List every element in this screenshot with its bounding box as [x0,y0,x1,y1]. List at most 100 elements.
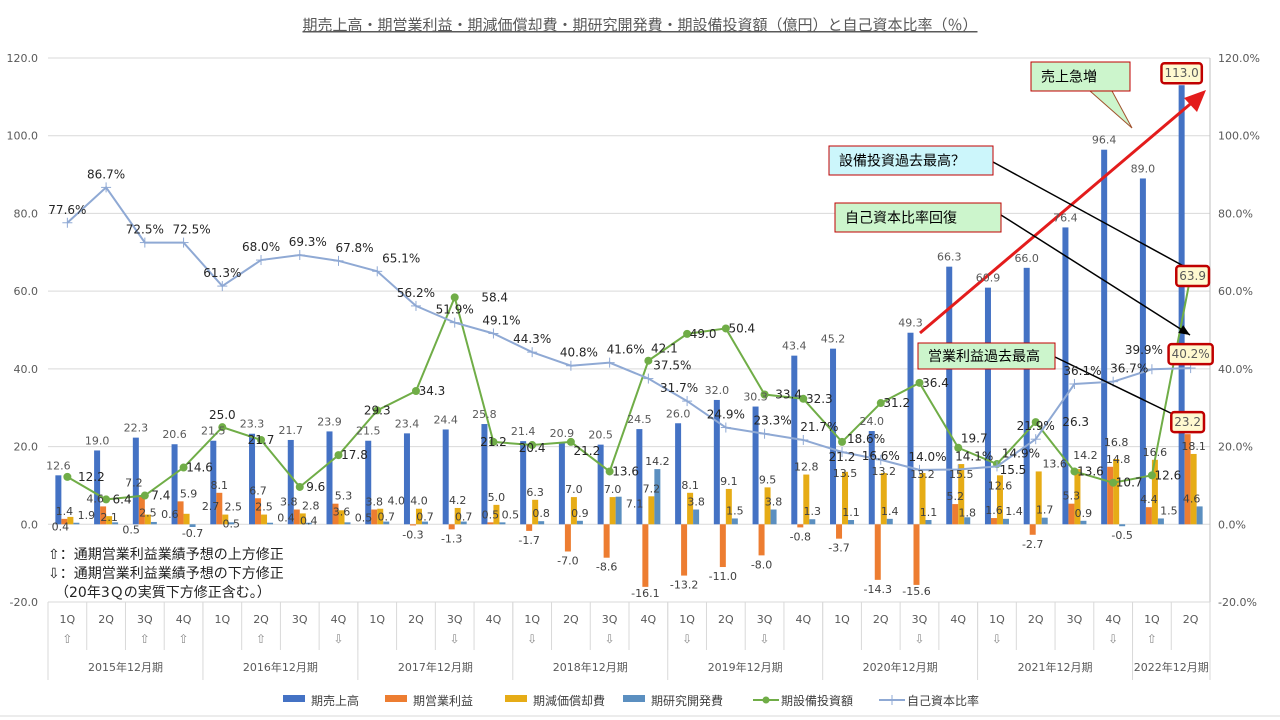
bar-label-op-profit: 7.2 [125,476,143,489]
category-label: 4Q [331,613,347,626]
line-label-equity-ratio: 16.6% [862,449,900,463]
left-axis-tick: 20.0 [14,441,39,454]
line-label-capex: 33.4 [775,388,802,402]
line-marker-point [799,394,808,403]
line-marker-point [683,329,692,338]
plot-labels: 113.0 63.9 40.2% 23.2 12.6 19.0 22.3 20.6 21.5 23… [46,61,1214,600]
line-marker-point [605,467,614,476]
bar-label-depreciation: 5.0 [488,491,506,504]
bar-label-sales: 66.0 [1014,252,1039,265]
bar-1 [177,501,184,525]
right-axis-tick: 60.0% [1218,285,1253,298]
bar-1 [487,522,494,525]
legend-label: 期設備投資額 [781,693,853,708]
bar-0 [868,431,875,525]
line-marker-point [257,435,266,444]
highlight-label: 113.0 [1164,66,1198,80]
bar-label-rnd: 1.1 [920,506,938,519]
bar-1 [874,524,881,580]
bar-label-op-profit: -1.3 [441,532,462,545]
bar-label-depreciation: 4.0 [410,495,428,508]
bar-label-sales: 24.5 [627,413,652,426]
group-label: 2018年12月期 [553,660,628,674]
bar-label-rnd: 1.4 [1005,505,1023,518]
line-line-plus [66,185,1191,471]
bar-1 [255,498,262,525]
line-label-capex: 20.4 [519,441,546,455]
bar-label-depreciation: 13.2 [872,465,897,478]
bar-1 [564,524,571,552]
line-marker-point [1070,467,1079,476]
group-label: 2017年12月期 [398,660,473,674]
line-label-equity-ratio: 36.7% [1110,362,1148,376]
bar-1 [797,524,804,528]
category-label: 3Q [912,613,928,626]
line-label-equity-ratio: 67.8% [335,241,373,255]
bar-label-sales: 32.0 [705,384,730,397]
bar-2 [958,464,965,525]
bar-label-op-profit: -1.7 [518,534,539,547]
bar-label-sales: 23.4 [395,417,420,430]
category-label: 3Q [292,613,308,626]
bar-3 [150,521,157,525]
bar-label-depreciation: 15.5 [949,468,974,481]
revision-mark-down-icon: ⇩ [1108,632,1118,646]
bar-2 [377,508,384,525]
bar-label-depreciation: 2.5 [255,501,273,514]
bar-0 [675,423,682,525]
bar-label-op-profit: 5.3 [335,490,353,503]
bar-1 [681,524,688,576]
line-marker-point [1109,478,1118,487]
bar-label-rnd: 0.4 [300,515,318,528]
bar-2 [1035,471,1042,525]
bar-0 [520,441,527,525]
callout-equity-recovery [834,202,1002,233]
bar-3 [615,496,622,525]
category-label: 1Q [369,613,385,626]
bar-label-op-profit: 1.6 [985,504,1003,517]
line-marker-point [179,463,188,472]
bar-label-rnd: 0.6 [161,508,179,521]
line-marker-point [644,356,653,365]
bar-label-sales: 21.5 [201,425,226,438]
bar-label-op-profit: -8.6 [596,561,617,574]
bar-3 [383,521,390,525]
bar-3 [267,522,274,525]
line-marker-point [295,482,304,491]
line-marker-point [63,472,72,481]
bar-label-rnd: 4.6 [1183,492,1201,505]
bar-1 [1184,434,1191,525]
bar-1 [138,496,145,525]
chart-title: 期売上高・期営業利益・期減価償却費・期研究開発費・期設備投資額（億円）と自己資本… [302,16,977,34]
line-marker-point [102,495,111,504]
category-label: 1Q [1144,613,1160,626]
line-marker-point [954,443,963,452]
line-label-capex: 29.3 [364,403,391,417]
left-axis-tick: 40.0 [14,363,39,376]
line-marker-point [140,491,149,500]
line-label-capex: 9.6 [306,480,325,494]
bar-3 [731,518,738,525]
bar-3 [693,509,700,525]
line-label-equity-ratio: 31.7% [660,381,698,395]
line-label-capex: 25.0 [209,408,236,422]
highlight-box [1170,410,1206,434]
category-label: 1Q [834,613,850,626]
revision-mark-down-icon: ⇩ [333,632,343,646]
bar-label-sales: 20.6 [162,428,187,441]
line-label-capex: 21.2 [480,435,507,449]
line-label-capex: 14.6 [186,461,213,475]
bar-3 [538,521,545,525]
bar-0 [1062,227,1069,525]
group-label: 2021年12月期 [1018,660,1093,674]
bar-label-rnd: 0.5 [355,511,373,524]
legend-swatch [385,695,407,702]
bar-label-depreciation: 14.2 [1073,449,1098,462]
bar-label-op-profit: -0.8 [790,530,811,543]
line-label-capex: 36.4 [922,376,949,390]
bar-label-op-profit: -3.7 [828,542,849,555]
bar-label-sales: 49.3 [898,317,923,330]
bar-label-sales: 20.9 [550,427,575,440]
bar-label-op-profit: 14.8 [1106,453,1131,466]
bar-label-op-profit: 5.2 [946,490,964,503]
